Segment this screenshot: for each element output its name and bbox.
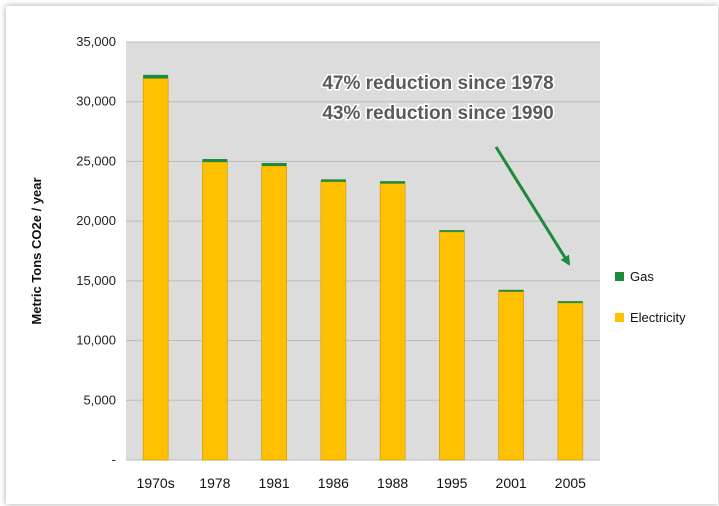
y-tick-label: 20,000 [76, 213, 116, 228]
bar-electricity-2001 [498, 291, 524, 461]
legend-swatch-electricity [615, 313, 624, 322]
bar-electricity-2005 [557, 302, 584, 461]
bar-gas-1981 [261, 162, 287, 166]
annotation-reduction-1990: 43% reduction since 1990 [322, 103, 553, 124]
bar-gas-1986 [320, 179, 346, 182]
y-tick-label: 10,000 [76, 333, 116, 348]
x-tick-label: 1970s [137, 475, 175, 491]
chart-frame: - 5,000 10,000 15,000 20,000 25,000 30,000 35,0… [6, 6, 718, 504]
annotation-reduction-1978: 47% reduction since 1978 [322, 73, 553, 94]
bar-electricity-1981 [261, 165, 287, 461]
bar-gas-1988 [380, 181, 406, 184]
bar-gas-2005 [557, 301, 583, 303]
x-tick-label: 1995 [436, 475, 467, 491]
legend-label-electricity: Electricity [630, 310, 686, 325]
legend-label-gas: Gas [630, 269, 654, 284]
bar-gas-1995 [439, 230, 465, 232]
x-tick-label: 1986 [318, 475, 349, 491]
x-axis-categories: 1970s 1978 1981 1986 1988 1995 2001 2005 [137, 475, 587, 491]
y-tick-label: 25,000 [76, 153, 116, 168]
y-tick-label: 35,000 [76, 34, 116, 49]
x-tick-label: 1981 [259, 475, 290, 491]
bar-electricity-1978 [202, 161, 228, 461]
bar-electricity-1995 [439, 231, 465, 461]
bar-gas-2001 [498, 289, 524, 292]
x-tick-label: 2001 [496, 475, 527, 491]
legend-swatch-gas [615, 272, 624, 281]
y-tick-label: 15,000 [76, 273, 116, 288]
reduction-arrow [494, 146, 571, 266]
bar-gas-1978 [202, 159, 228, 163]
legend: Gas Electricity [615, 269, 686, 325]
x-tick-label: 2005 [555, 475, 586, 491]
bar-electricity-1986 [320, 181, 347, 461]
y-tick-label: 5,000 [83, 392, 116, 407]
bar-chart: - 5,000 10,000 15,000 20,000 25,000 30,000 35,0… [29, 34, 686, 491]
y-axis-ticks: - 5,000 10,000 15,000 20,000 25,000 30,000 35,0… [76, 34, 116, 467]
bar-gas-1970s [143, 74, 169, 79]
y-tick-label: 30,000 [76, 94, 116, 109]
bar-electricity-1988 [379, 183, 406, 461]
x-tick-label: 1978 [199, 475, 230, 491]
x-tick-label: 1988 [377, 475, 408, 491]
bar-electricity-1970s [142, 78, 169, 461]
y-axis-label: Metric Tons CO2e / year [29, 177, 44, 324]
bars [142, 74, 584, 461]
y-tick-label: - [112, 452, 116, 467]
